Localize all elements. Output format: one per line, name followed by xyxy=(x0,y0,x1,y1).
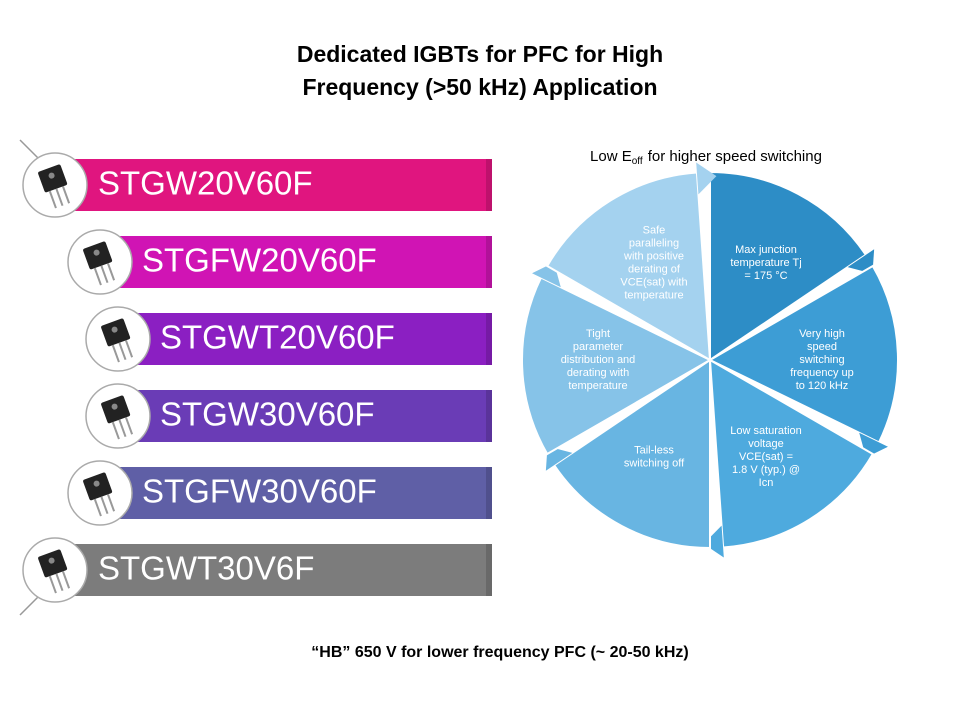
segment-text: temperature xyxy=(568,380,627,392)
cycle-segment xyxy=(552,358,711,550)
package-pin xyxy=(118,419,127,438)
product-bar xyxy=(100,236,492,288)
package-pin xyxy=(100,496,109,515)
cycle-segment xyxy=(545,171,712,362)
segment-text: 1.8 V (typ.) @ xyxy=(732,464,800,476)
package-icon xyxy=(38,549,71,594)
product-bar xyxy=(118,313,492,365)
package-icon xyxy=(101,395,134,440)
cycle-heading: Low Eoff for higher speed switching xyxy=(590,148,822,167)
segment-text: Icn xyxy=(759,477,774,489)
package-pin xyxy=(55,573,64,592)
package-pin xyxy=(111,344,120,363)
cycle-segment xyxy=(707,264,899,444)
segment-text: parameter xyxy=(573,341,623,353)
heading-prefix: Low E xyxy=(590,148,632,165)
cycle-segment xyxy=(521,276,713,456)
heading-suffix: for higher speed switching xyxy=(648,148,822,165)
segment-text: = 175 °C xyxy=(744,270,787,282)
bar-edge xyxy=(486,313,492,365)
bar-edge xyxy=(486,390,492,442)
package-icon xyxy=(83,241,116,286)
heading-subscript: off xyxy=(632,156,643,167)
package-body xyxy=(101,395,131,424)
package-hole xyxy=(48,557,55,564)
segment-text: temperature xyxy=(624,289,683,301)
segment-text: temperature Tj xyxy=(730,257,801,269)
product-name: STGWT30V6F xyxy=(98,550,314,587)
package-hole xyxy=(111,403,118,410)
cycle-arrowhead xyxy=(703,525,724,558)
segment-text: Tail-less xyxy=(634,444,674,456)
product-name: STGW30V60F xyxy=(160,396,375,433)
package-pin xyxy=(107,494,116,512)
title-line: Dedicated IGBTs for PFC for High xyxy=(297,41,663,67)
segment-text: to 120 kHz xyxy=(796,380,849,392)
segment-text: distribution and xyxy=(561,354,636,366)
segment-text: frequency up xyxy=(790,367,854,379)
bar-edge xyxy=(486,159,492,211)
bar-edge xyxy=(486,236,492,288)
segment-text: with positive xyxy=(623,250,684,262)
segment-text: Safe xyxy=(643,224,666,236)
segment-text: speed xyxy=(807,341,837,353)
connector xyxy=(19,139,41,161)
segment-text: VCE(sat) with xyxy=(620,276,687,288)
package-icon xyxy=(101,318,134,363)
package-pin xyxy=(118,342,127,361)
segment-text: switching off xyxy=(624,457,685,469)
bar-edge xyxy=(486,544,492,596)
segment-text: Very high xyxy=(799,328,845,340)
package-hole xyxy=(48,172,55,179)
bar-edge xyxy=(486,467,492,519)
package-pin xyxy=(125,340,134,358)
cycle-arrowhead xyxy=(847,249,875,274)
package-pin xyxy=(107,263,116,281)
cycle-segment xyxy=(709,170,868,362)
package-hole xyxy=(93,249,100,256)
package-icon xyxy=(38,164,71,209)
product-bar xyxy=(55,544,492,596)
cycle-arrowhead xyxy=(696,162,717,195)
package-pin xyxy=(62,571,71,589)
segment-text: derating of xyxy=(628,263,681,275)
footer: “HB” 650 V for lower frequency PFC (~ 20… xyxy=(311,644,688,661)
package-body xyxy=(83,472,113,501)
segment-text: derating with xyxy=(567,367,629,379)
segment-text: switching xyxy=(799,354,844,366)
segment-text: paralleling xyxy=(629,237,679,249)
product-bar xyxy=(118,390,492,442)
connector xyxy=(19,594,41,616)
package-pin xyxy=(100,265,109,284)
segment-text: VCE(sat) = xyxy=(739,451,793,463)
segment-text: Low saturation xyxy=(730,425,802,437)
product-name: STGWT20V60F xyxy=(160,319,395,356)
package-pin xyxy=(93,267,102,286)
segment-text: Tight xyxy=(586,328,610,340)
package-pin xyxy=(111,421,120,440)
segment-text: voltage xyxy=(748,438,783,450)
product-name: STGW20V60F xyxy=(98,165,313,202)
segment-text: Max junction xyxy=(735,244,797,256)
product-name: STGFW20V60F xyxy=(142,242,377,279)
package-pin xyxy=(55,188,64,207)
product-bar xyxy=(55,159,492,211)
cycle-segment xyxy=(708,358,875,549)
title-line: Frequency (>50 kHz) Application xyxy=(302,74,657,100)
package-pin xyxy=(93,498,102,517)
package-pin xyxy=(62,186,71,204)
package-hole xyxy=(93,480,100,487)
package-icon xyxy=(83,472,116,517)
package-pin xyxy=(125,417,134,435)
cycle-arrowhead xyxy=(545,446,573,471)
product-bar xyxy=(100,467,492,519)
product-name: STGFW30V60F xyxy=(142,473,377,510)
package-body xyxy=(38,549,68,578)
package-pin xyxy=(48,575,57,594)
package-pin xyxy=(48,190,57,209)
package-hole xyxy=(111,326,118,333)
